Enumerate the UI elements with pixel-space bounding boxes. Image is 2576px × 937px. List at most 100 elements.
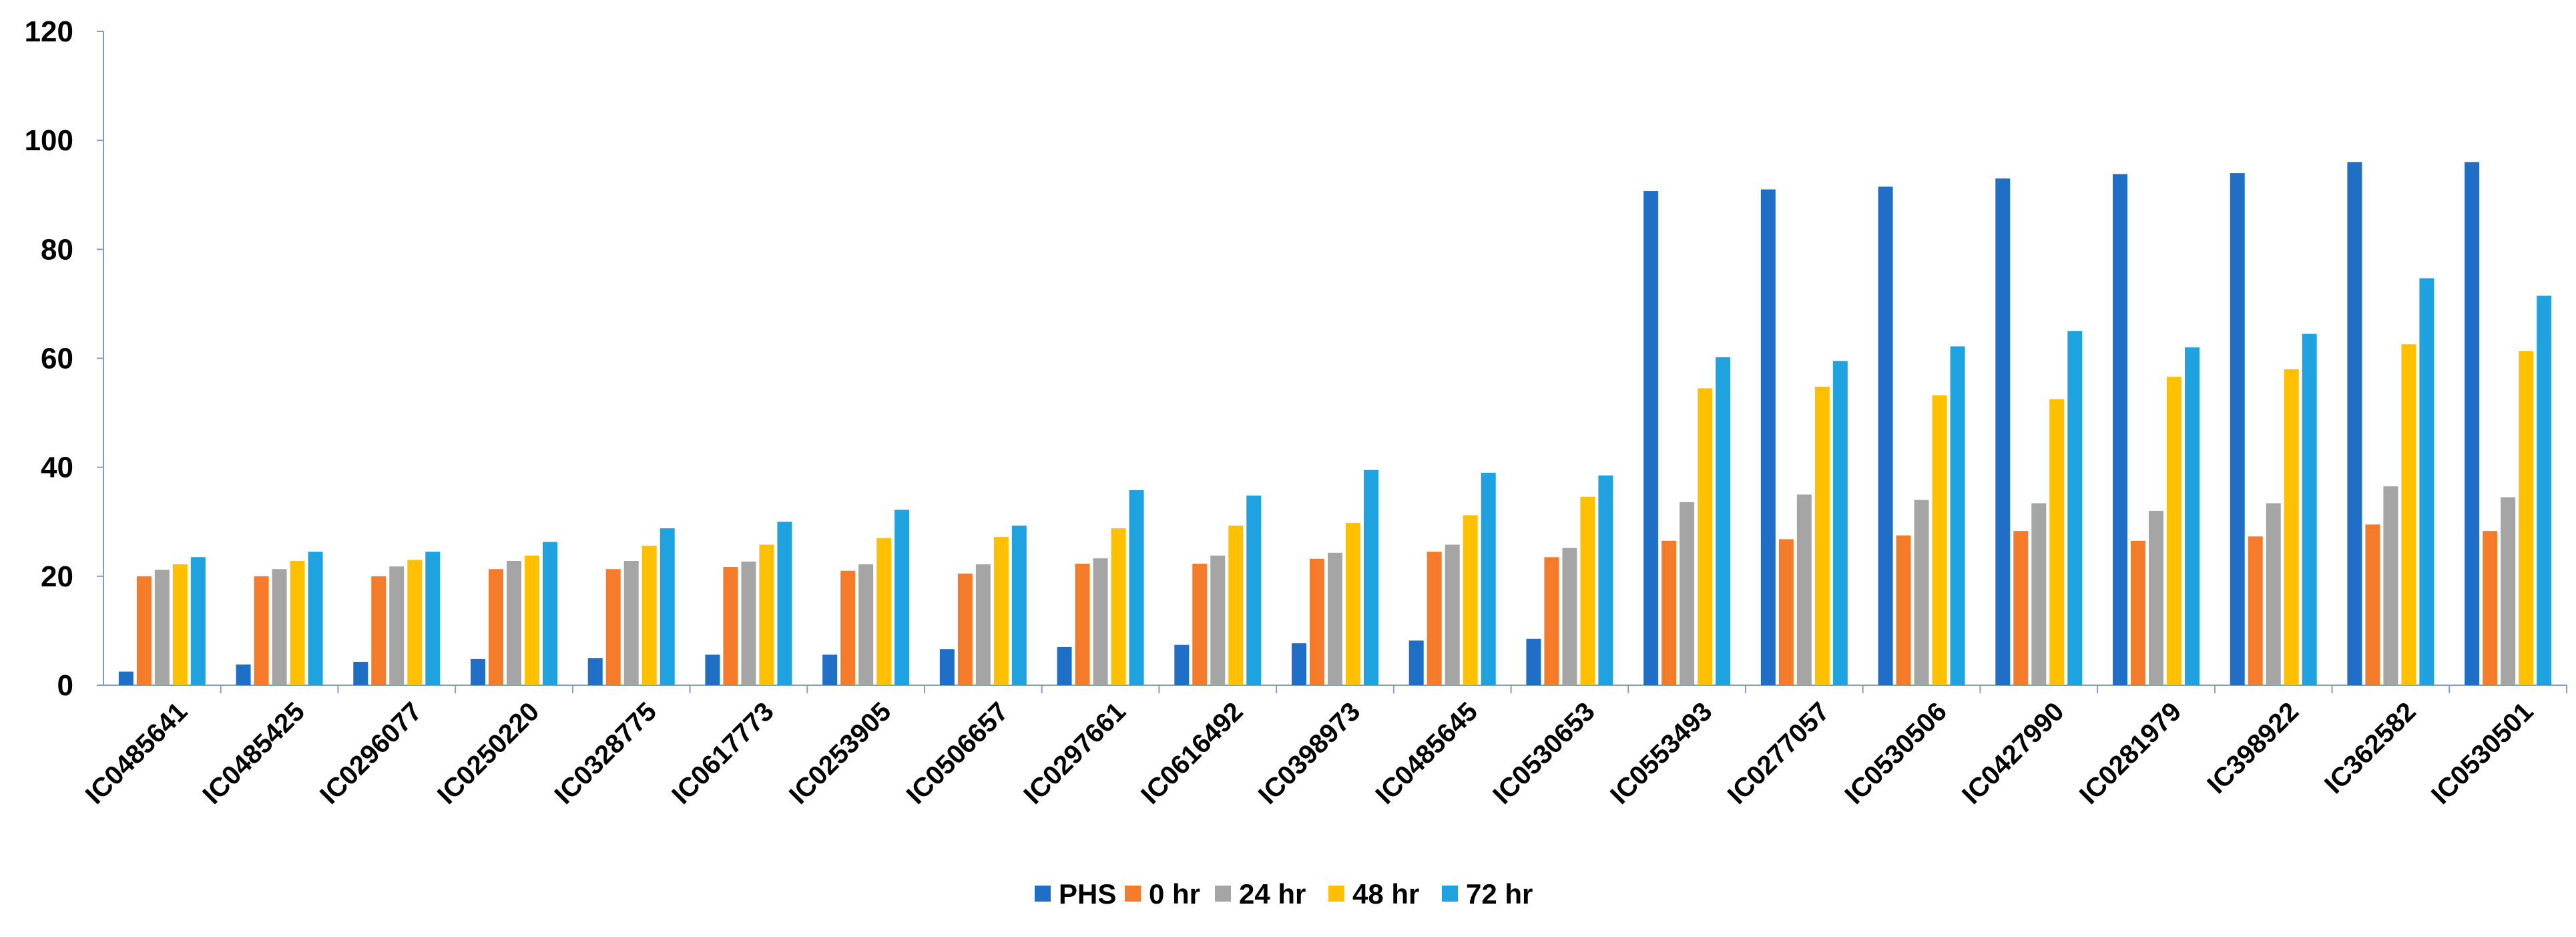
legend: PHS 0 hr 24 hr 48 hr 72 hr: [1035, 878, 1533, 910]
x-category-label: IC398922: [2202, 697, 2304, 799]
bar-48-hr-IC0485425: [290, 560, 305, 685]
x-category-label: IC362582: [2319, 697, 2422, 799]
bar-24-hr-IC0328775: [623, 560, 639, 685]
x-category-label: IC0297661: [1018, 697, 1131, 810]
bar-72-hr-IC0553493: [1716, 357, 1731, 685]
bar-phs-IC0250220: [471, 659, 485, 685]
bar-24-hr-IC0617773: [741, 561, 756, 685]
bar-0-hr-IC0485645: [1427, 552, 1442, 685]
bar-72-hr-IC0530501: [2537, 295, 2552, 685]
bar-48-hr-IC0616492: [1228, 525, 1244, 685]
bar-48-hr-IC0398973: [1346, 522, 1360, 685]
bar-72-hr-IC0250220: [543, 542, 557, 685]
bar-phs-IC0281979: [2113, 174, 2127, 686]
bar-72-hr-IC362582: [2419, 278, 2434, 685]
y-tick-label: 100: [25, 124, 73, 157]
bar-72-hr-IC0296077: [425, 552, 441, 685]
bar-0-hr-IC0281979: [2131, 540, 2145, 685]
bar-24-hr-IC0553493: [1680, 502, 1695, 685]
bar-72-hr-IC0506657: [1011, 525, 1027, 685]
bar-phs-IC0530653: [1526, 638, 1541, 685]
bar-48-hr-IC362582: [2401, 344, 2416, 685]
bar-phs-IC0530501: [2465, 162, 2480, 686]
bar-72-hr-IC0427990: [2067, 331, 2083, 685]
x-category-label: IC0296077: [314, 697, 428, 810]
bar-phs-IC362582: [2347, 162, 2362, 686]
bar-0-hr-IC0530653: [1544, 557, 1559, 685]
bar-24-hr-IC0530506: [1914, 500, 1929, 685]
bar-24-hr-IC398922: [2266, 503, 2281, 685]
x-category-label: IC0277057: [1722, 697, 1836, 810]
bar-0-hr-IC0506657: [957, 573, 973, 685]
bar-48-hr-IC0485641: [172, 564, 188, 685]
bar-72-hr-IC0277057: [1832, 361, 1848, 685]
y-tick-label: 20: [41, 560, 73, 593]
x-category-label: IC0328775: [549, 697, 663, 810]
bar-48-hr-IC0328775: [641, 546, 657, 685]
bar-phs-IC0297661: [1057, 646, 1072, 685]
legend-label: 72 hr: [1466, 878, 1533, 910]
y-tick-label: 60: [41, 343, 73, 375]
bar-48-hr-IC0277057: [1814, 386, 1830, 685]
legend-swatch-72-hr: [1442, 886, 1458, 902]
bar-phs-IC0485425: [236, 664, 251, 685]
bar-24-hr-IC362582: [2383, 486, 2398, 685]
legend-label: PHS: [1059, 878, 1116, 910]
x-category-label: IC0553493: [1605, 697, 1718, 810]
x-category-label: IC0427990: [1957, 697, 2070, 810]
bar-phs-IC0506657: [939, 649, 955, 685]
bar-24-hr-IC0250220: [507, 560, 521, 685]
bar-0-hr-IC0250220: [489, 569, 503, 685]
bar-24-hr-IC0297661: [1093, 558, 1108, 685]
x-category-label: IC0485425: [197, 697, 310, 810]
bar-phs-IC0553493: [1643, 191, 1659, 685]
bar-0-hr-IC0296077: [371, 576, 387, 685]
bar-72-hr-IC0485425: [308, 552, 323, 685]
bar-72-hr-IC0617773: [777, 522, 792, 685]
bar-48-hr-IC0530653: [1580, 496, 1595, 685]
bar-48-hr-IC0427990: [2049, 399, 2065, 685]
bar-48-hr-IC0530506: [1932, 395, 1947, 685]
bar-24-hr-IC0530653: [1562, 548, 1577, 685]
bar-24-hr-IC0427990: [2031, 503, 2047, 685]
bar-48-hr-IC0617773: [759, 544, 774, 685]
legend-label: 48 hr: [1352, 878, 1419, 910]
bar-phs-IC398922: [2230, 173, 2245, 685]
bar-24-hr-IC0281979: [2149, 510, 2163, 685]
x-category-label: IC0506657: [901, 697, 1015, 810]
y-axis: 0 20 40 60 80 100 120: [25, 15, 104, 702]
bar-0-hr-IC0553493: [1661, 540, 1677, 685]
y-tick-label: 0: [57, 669, 73, 702]
legend-swatch-0-hr: [1125, 886, 1141, 902]
bar-phs-IC0427990: [1995, 178, 2011, 685]
x-category-label: IC0530501: [2426, 697, 2539, 810]
bar-72-hr-IC0297661: [1129, 490, 1144, 685]
bar-phs-IC0530506: [1878, 186, 1893, 685]
bar-72-hr-IC0253905: [894, 510, 910, 685]
bar-0-hr-IC0297661: [1075, 564, 1090, 685]
bar-0-hr-IC0427990: [2013, 531, 2029, 685]
legend-swatch-24-hr: [1215, 886, 1231, 902]
bar-phs-IC0485641: [118, 671, 134, 685]
bars: [118, 162, 2552, 686]
x-category-label: IC0398973: [1253, 697, 1366, 810]
bar-24-hr-IC0253905: [858, 564, 874, 685]
bar-0-hr-IC0328775: [605, 569, 621, 685]
bar-48-hr-IC398922: [2284, 369, 2299, 685]
x-category-label: IC0485645: [1370, 697, 1484, 810]
bar-24-hr-IC0616492: [1210, 555, 1226, 685]
x-category-label: IC0485641: [80, 697, 194, 810]
bar-72-hr-IC398922: [2302, 333, 2317, 686]
legend-label: 0 hr: [1149, 878, 1200, 910]
bar-0-hr-IC0277057: [1778, 539, 1794, 685]
bar-24-hr-IC0485645: [1445, 544, 1460, 685]
bar-48-hr-IC0296077: [407, 560, 423, 685]
bar-72-hr-IC0398973: [1364, 470, 1378, 685]
x-category-label: IC0530506: [1839, 697, 1953, 810]
bar-72-hr-IC0485645: [1481, 472, 1496, 685]
bar-0-hr-IC398922: [2248, 536, 2263, 685]
bar-phs-IC0398973: [1292, 643, 1306, 685]
bar-0-hr-IC362582: [2365, 524, 2380, 685]
